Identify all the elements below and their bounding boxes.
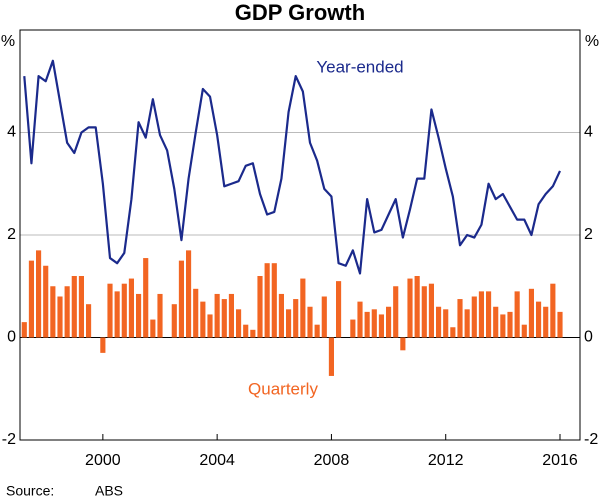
bar: [264, 263, 270, 338]
bar: [521, 324, 527, 338]
bar: [450, 327, 456, 338]
y2-tick-label: -2: [584, 431, 598, 448]
bar: [71, 276, 77, 338]
x-tick-label: 2016: [542, 452, 578, 469]
bar: [100, 337, 106, 353]
series-label: Quarterly: [248, 379, 318, 398]
bar: [336, 281, 342, 338]
bar: [207, 314, 213, 338]
bar: [236, 309, 242, 338]
bar: [393, 286, 399, 338]
bar: [364, 311, 370, 338]
bar: [286, 309, 292, 338]
line: [23, 59, 561, 275]
source-label: Source:: [6, 483, 54, 499]
bar: [528, 288, 534, 338]
y2-tick-label: 2: [584, 226, 593, 243]
bar: [171, 304, 177, 338]
source: ABS: [95, 483, 123, 499]
y-tick-label: -2: [2, 431, 16, 448]
y2-unit: %: [585, 33, 599, 50]
bar: [378, 314, 384, 338]
bar: [514, 291, 520, 338]
bar: [200, 301, 206, 338]
y-tick-label: 2: [7, 226, 16, 243]
bar: [536, 301, 542, 338]
bar: [557, 311, 563, 338]
bar: [178, 260, 184, 338]
bar: [57, 296, 63, 338]
bar: [493, 306, 499, 338]
bar: [300, 278, 306, 338]
bar: [86, 304, 92, 338]
bar: [21, 322, 27, 338]
bar: [428, 283, 434, 338]
x-tick-label: 2004: [199, 452, 235, 469]
bar: [221, 299, 227, 338]
bar: [28, 260, 34, 338]
bar: [257, 276, 263, 338]
bar: [107, 283, 113, 338]
bar: [193, 288, 199, 338]
bar: [328, 337, 334, 376]
x-tick-label: 2008: [314, 452, 350, 469]
y-tick-label: 0: [7, 329, 16, 346]
chart-title: GDP Growth: [235, 0, 365, 25]
bar: [271, 263, 277, 338]
bar: [350, 319, 356, 338]
y2-tick-label: 0: [584, 329, 593, 346]
bar: [386, 306, 392, 338]
x-tick-label: 2012: [428, 452, 464, 469]
bar: [278, 293, 284, 338]
y-tick-label: 4: [7, 124, 16, 141]
bar: [478, 291, 484, 338]
bar: [243, 324, 249, 338]
plot-frame: [19, 29, 581, 441]
y-unit: %: [1, 33, 15, 50]
bar: [371, 309, 377, 338]
bar: [414, 276, 420, 338]
bar: [471, 296, 477, 338]
bar: [293, 299, 299, 338]
bar: [421, 286, 427, 338]
bar: [143, 258, 149, 338]
bar: [36, 250, 42, 338]
bar: [43, 265, 49, 338]
bar: [121, 283, 127, 338]
bar: [357, 301, 363, 338]
bar: [321, 296, 327, 338]
bar: [307, 306, 313, 338]
bar: [443, 309, 449, 338]
bar: [457, 299, 463, 338]
bar: [157, 293, 163, 338]
bar: [128, 278, 134, 338]
bar: [314, 324, 320, 338]
bar: [507, 311, 513, 338]
bar: [64, 286, 70, 338]
bar: [464, 309, 470, 338]
bar: [114, 291, 120, 338]
bar: [214, 293, 220, 338]
bar: [436, 306, 442, 338]
bar: [407, 278, 413, 338]
x-tick-label: 2000: [85, 452, 121, 469]
bar: [486, 291, 492, 338]
bar: [500, 314, 506, 338]
bar: [400, 337, 406, 351]
bar: [50, 286, 56, 338]
bar: [550, 283, 556, 338]
bar: [78, 276, 84, 338]
bar: [150, 319, 156, 338]
bar: [250, 329, 256, 338]
bar: [543, 306, 549, 338]
series-label: Year-ended: [316, 57, 403, 76]
bar: [136, 293, 142, 338]
y2-tick-label: 4: [584, 124, 593, 141]
bar: [186, 250, 192, 338]
bar: [228, 293, 234, 338]
